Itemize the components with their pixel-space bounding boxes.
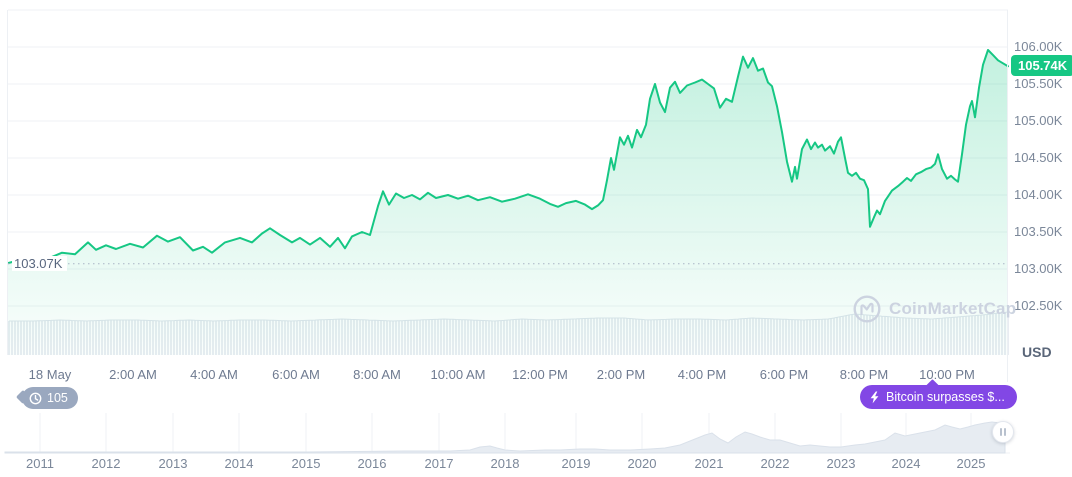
coinmarketcap-logo-icon bbox=[852, 294, 882, 324]
time-tick-label: 12:00 PM bbox=[512, 367, 568, 382]
announcement-badge[interactable]: Bitcoin surpasses $... bbox=[860, 379, 1017, 409]
timeline-slider-handle[interactable] bbox=[992, 421, 1014, 443]
year-label: 2023 bbox=[826, 456, 856, 471]
price-tick-label: 104.00K bbox=[1014, 187, 1063, 202]
annotations-count-badge[interactable]: 105 bbox=[15, 387, 78, 409]
time-tick-label: 2:00 AM bbox=[109, 367, 157, 382]
lightning-icon bbox=[869, 391, 880, 404]
year-label: 2012 bbox=[91, 456, 121, 471]
timeline-minimap[interactable] bbox=[0, 412, 1020, 460]
year-label: 2022 bbox=[760, 456, 790, 471]
currency-label: USD bbox=[1022, 344, 1052, 360]
year-label: 2020 bbox=[627, 456, 657, 471]
year-label: 2021 bbox=[694, 456, 724, 471]
time-tick-label: 8:00 PM bbox=[839, 367, 889, 382]
time-tick-label: 6:00 PM bbox=[759, 367, 809, 382]
price-tick-label: 105.50K bbox=[1014, 76, 1063, 91]
year-label: 2025 bbox=[956, 456, 986, 471]
time-tick-label: 10:00 PM bbox=[919, 367, 975, 382]
plot-left-border bbox=[7, 10, 8, 355]
price-tick-label: 102.50K bbox=[1014, 298, 1063, 313]
year-label: 2011 bbox=[26, 456, 54, 471]
announcement-text: Bitcoin surpasses $... bbox=[886, 390, 1005, 404]
price-tick-label: 106.00K bbox=[1014, 39, 1063, 54]
badge-tail bbox=[15, 389, 31, 405]
time-tick-label: 10:00 AM bbox=[430, 367, 486, 382]
plot-right-border bbox=[1007, 10, 1008, 382]
year-label: 2019 bbox=[561, 456, 591, 471]
time-tick-label: 8:00 AM bbox=[353, 367, 401, 382]
current-price-badge: 105.74K bbox=[1011, 55, 1072, 76]
price-line bbox=[7, 49, 1009, 265]
time-tick-label: 4:00 AM bbox=[190, 367, 238, 382]
price-tick-label: 103.00K bbox=[1014, 261, 1063, 276]
coinmarketcap-watermark: CoinMarketCap bbox=[852, 294, 1016, 324]
year-label: 2013 bbox=[158, 456, 188, 471]
year-label: 2024 bbox=[891, 456, 921, 471]
year-label: 2014 bbox=[224, 456, 254, 471]
minimap-area bbox=[4, 421, 1006, 454]
year-label: 2017 bbox=[424, 456, 454, 471]
time-tick-label: 4:00 PM bbox=[677, 367, 727, 382]
time-tick-label: 2:00 PM bbox=[596, 367, 646, 382]
open-price-label: 103.07K bbox=[12, 256, 68, 271]
price-tick-label: 104.50K bbox=[1014, 150, 1063, 165]
history-icon bbox=[29, 392, 42, 405]
price-area-fill bbox=[8, 50, 1008, 355]
year-label: 2018 bbox=[490, 456, 520, 471]
time-tick-label: 18 May bbox=[28, 367, 72, 382]
price-chart[interactable] bbox=[0, 0, 1010, 360]
time-tick-label: 6:00 AM bbox=[272, 367, 320, 382]
year-label: 2015 bbox=[291, 456, 321, 471]
price-tick-label: 103.50K bbox=[1014, 224, 1063, 239]
watermark-text: CoinMarketCap bbox=[889, 299, 1017, 318]
year-label: 2016 bbox=[357, 456, 387, 471]
annotations-count: 105 bbox=[47, 391, 68, 405]
price-tick-label: 105.00K bbox=[1014, 113, 1063, 128]
